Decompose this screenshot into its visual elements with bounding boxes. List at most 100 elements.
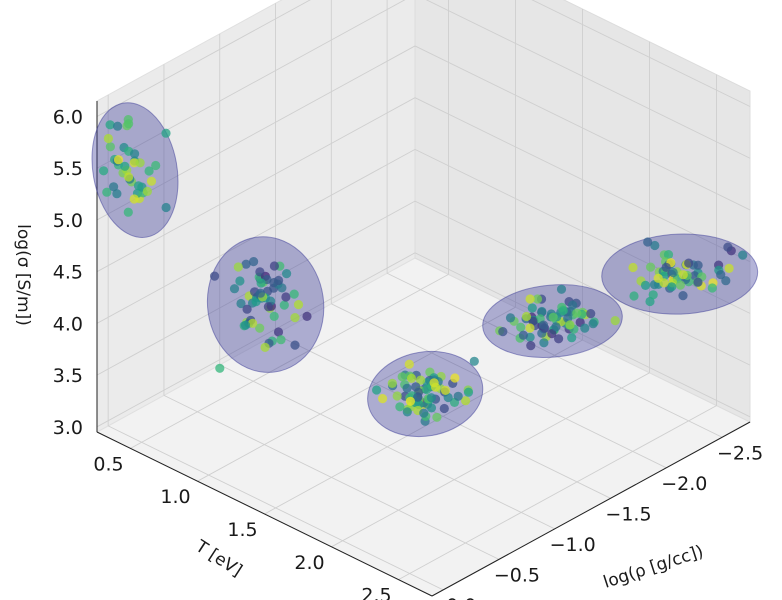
grid-line — [96, 252, 416, 428]
grid-lines — [96, 0, 751, 597]
data-point — [161, 128, 171, 138]
data-point — [269, 311, 279, 321]
data-point — [302, 311, 312, 321]
data-point — [532, 294, 543, 304]
data-point — [210, 271, 220, 281]
data-point — [538, 320, 549, 330]
grid-line — [414, 148, 751, 314]
x-tick-label: 0.0 — [446, 595, 476, 600]
data-point — [276, 335, 286, 345]
data-point — [135, 158, 145, 168]
data-point — [406, 373, 417, 383]
x-tick-label: −2.0 — [661, 473, 707, 495]
z-tick-label: 4.0 — [53, 313, 83, 335]
data-points — [99, 115, 748, 426]
y-tick-label: 2.5 — [361, 585, 391, 600]
data-point — [419, 408, 429, 418]
data-point — [516, 322, 526, 332]
data-point — [693, 277, 703, 287]
data-point — [404, 359, 414, 369]
grid-line — [96, 148, 416, 324]
data-point — [402, 407, 412, 417]
data-point — [629, 291, 639, 301]
data-point — [263, 302, 273, 312]
data-point — [556, 284, 567, 294]
data-point — [402, 383, 412, 393]
data-point — [112, 189, 122, 199]
cluster-ellipse — [367, 350, 484, 438]
data-point — [450, 373, 460, 383]
grid-line — [96, 97, 416, 273]
cluster-ellipse — [91, 102, 179, 238]
tick-labels: 0.0 −0.5 −1.0 −1.5 −2.0 −2.5 0.5 1.0 1.5 2.0 2.5 3.… — [53, 107, 763, 600]
data-point — [229, 284, 240, 294]
grid-line — [414, 252, 751, 418]
data-point — [161, 202, 171, 213]
data-point — [235, 276, 245, 286]
data-point — [663, 250, 674, 260]
grid-line — [197, 306, 516, 482]
data-point — [395, 402, 405, 412]
data-point — [588, 319, 598, 329]
data-point — [411, 382, 421, 392]
y-tick-label: 1.0 — [160, 486, 190, 508]
data-point — [738, 250, 748, 260]
grid-line — [96, 0, 311, 117]
data-point — [525, 294, 535, 304]
x-tick-label: −0.5 — [494, 564, 540, 586]
data-point — [289, 289, 299, 299]
data-point — [646, 262, 656, 272]
data-point — [215, 363, 225, 373]
data-point — [113, 121, 123, 131]
y-axis-line — [96, 431, 433, 597]
data-point — [256, 278, 266, 288]
data-point — [248, 318, 258, 328]
grid-line — [414, 200, 751, 366]
data-point — [678, 270, 688, 280]
data-point — [273, 327, 284, 337]
data-point — [151, 160, 161, 171]
grid-line — [531, 0, 751, 107]
data-point — [537, 306, 547, 317]
data-point — [580, 323, 590, 333]
x-tick-label: −1.0 — [550, 534, 596, 556]
data-point — [716, 270, 726, 280]
z-tick-label: 5.5 — [53, 158, 83, 180]
data-point — [648, 290, 658, 300]
data-point — [558, 306, 568, 316]
grid-line — [96, 0, 406, 169]
z-tick-label: 5.0 — [53, 210, 83, 232]
data-point — [724, 263, 734, 273]
grid-line — [398, 405, 717, 580]
data-point — [269, 278, 279, 288]
data-point — [233, 262, 243, 272]
data-point — [528, 316, 538, 326]
data-point — [723, 242, 733, 252]
x-axis-line — [431, 421, 751, 597]
data-point — [124, 172, 134, 182]
data-point — [102, 187, 112, 197]
data-point — [439, 403, 449, 414]
data-point — [397, 372, 407, 382]
data-point — [133, 181, 144, 191]
data-point — [668, 267, 678, 278]
data-point — [568, 300, 578, 310]
data-point — [661, 262, 671, 272]
grid-line — [130, 274, 449, 449]
data-point — [675, 280, 686, 290]
data-point — [392, 391, 402, 401]
data-point — [255, 267, 265, 277]
data-point — [113, 155, 124, 165]
data-point — [260, 342, 270, 352]
x-tick-label: −2.5 — [717, 442, 763, 464]
data-point — [539, 338, 549, 348]
data-point — [144, 166, 154, 176]
data-point — [453, 391, 463, 401]
data-point — [610, 316, 620, 326]
data-point — [432, 412, 442, 422]
data-point — [378, 394, 388, 404]
data-point — [99, 166, 109, 176]
grid-line — [331, 372, 650, 548]
data-point — [659, 278, 669, 288]
